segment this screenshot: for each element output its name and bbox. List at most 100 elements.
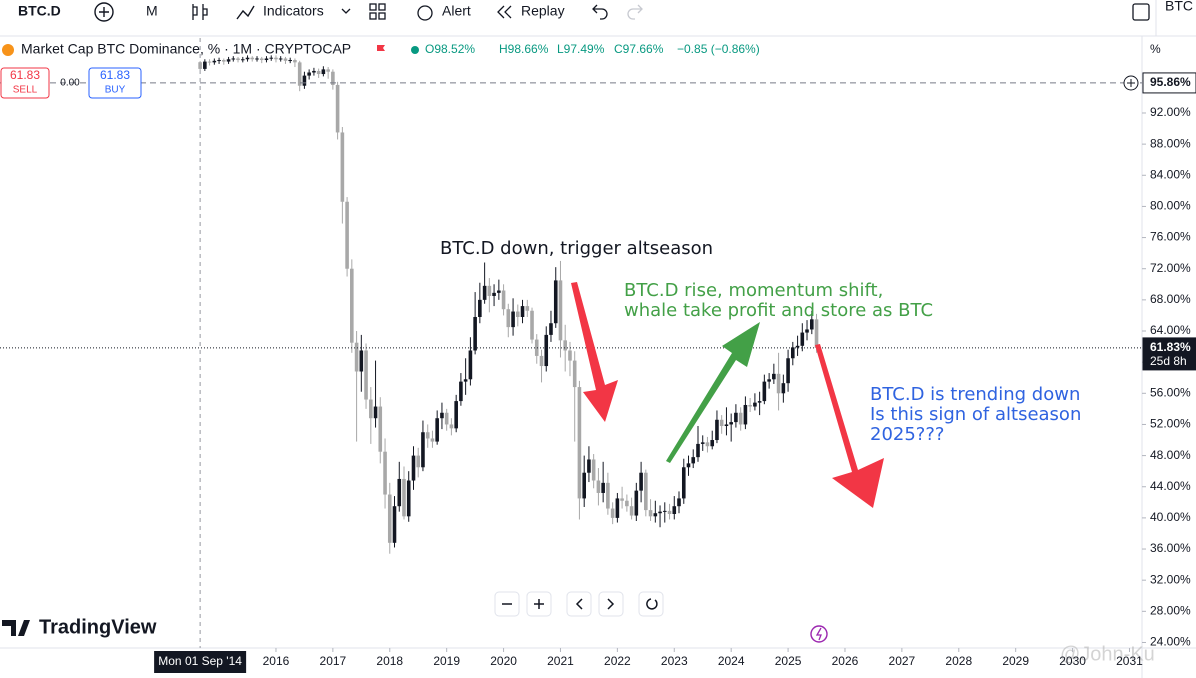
candle-body	[786, 358, 790, 384]
series-title: Market Cap BTC Dominance, % · 1M · CRYPT…	[21, 41, 351, 57]
candle-body	[506, 309, 511, 328]
coin-icon	[2, 44, 14, 56]
replay-button[interactable]: Replay	[521, 3, 565, 19]
candle-body	[416, 455, 421, 468]
layout-icon[interactable]	[369, 3, 386, 20]
x-tick-label: 2016	[263, 654, 290, 668]
replay-icon[interactable]	[497, 5, 512, 19]
alert-icon[interactable]	[417, 5, 433, 21]
candle-body	[321, 69, 326, 75]
candle-body	[335, 84, 340, 133]
candle-body	[245, 57, 250, 60]
candle-body	[316, 70, 321, 75]
candle-body	[383, 451, 387, 495]
candle-body	[231, 58, 236, 60]
symbol[interactable]: BTC.D	[18, 3, 61, 19]
y-tick-label: 56.00%	[1150, 385, 1191, 399]
compare-icon[interactable]	[1132, 3, 1150, 21]
candle-body	[734, 412, 738, 423]
news-icon[interactable]	[810, 625, 828, 643]
alert-button[interactable]: Alert	[442, 3, 471, 19]
reset-button[interactable]	[638, 591, 664, 617]
readout-value: −0.85 (−0.86%)	[677, 42, 760, 56]
interval[interactable]: M	[146, 3, 158, 19]
annotation-text: BTC.D rise, momentum shift,	[624, 280, 883, 301]
candle-body	[553, 280, 558, 324]
symbol-right[interactable]: BTC	[1165, 0, 1193, 14]
candle-body	[207, 61, 212, 63]
readout-value: L97.49%	[557, 42, 605, 56]
candle-body	[221, 60, 226, 62]
candle-body	[454, 401, 458, 429]
candle-body	[572, 360, 577, 388]
candle-body	[203, 61, 207, 69]
candle-body	[478, 299, 482, 317]
candle-body	[302, 75, 307, 86]
dropdown-icon[interactable]	[341, 8, 351, 14]
candle-body	[700, 442, 705, 444]
price-label: 95.86%	[1150, 75, 1191, 89]
y-tick-label: 92.00%	[1150, 105, 1191, 119]
flag-icon	[377, 45, 385, 51]
candle-body	[288, 60, 292, 62]
candle-body	[810, 319, 814, 330]
buy-button[interactable]	[88, 67, 142, 99]
candle-body	[459, 381, 463, 402]
status-dot	[411, 46, 419, 54]
candle-body	[620, 498, 624, 501]
candle-body	[767, 379, 771, 382]
candle-body	[226, 59, 231, 62]
candle-body	[790, 347, 795, 359]
candle-body	[610, 508, 615, 518]
candle-body	[212, 60, 217, 63]
candle-body	[274, 57, 278, 60]
redo-icon[interactable]	[627, 4, 643, 20]
candle-body	[482, 285, 487, 300]
countdown-label: 25d 8h	[1150, 354, 1187, 368]
y-tick-label: 40.00%	[1150, 510, 1191, 524]
indicators-button[interactable]: Indicators	[263, 3, 324, 19]
candle-body	[406, 480, 411, 517]
candle-body	[331, 71, 335, 85]
undo-icon[interactable]	[592, 4, 608, 20]
candle-body	[430, 438, 435, 442]
buy-price: 61.83	[100, 68, 130, 82]
readout-value: C97.66%	[614, 42, 664, 56]
x-tick-label: 2027	[889, 654, 916, 668]
candle-body	[340, 132, 345, 202]
add-symbol-icon[interactable]	[94, 2, 114, 22]
control-glyphs	[502, 598, 658, 610]
scroll-right-button[interactable]	[598, 591, 624, 617]
sell-button[interactable]	[0, 67, 50, 99]
candle-body	[729, 422, 733, 425]
candle-body	[463, 379, 468, 382]
y-tick-label: 32.00%	[1150, 572, 1191, 586]
candle-body	[411, 455, 416, 481]
annotation-text: whale take profit and store as BTC	[624, 300, 933, 321]
news-glyph	[815, 627, 822, 641]
indicators-icon[interactable]	[236, 5, 255, 20]
candle-body	[402, 478, 406, 517]
candle-body	[307, 72, 311, 76]
candle-body	[364, 350, 368, 400]
brand-logo	[2, 620, 30, 636]
down-arrow	[815, 344, 884, 508]
candle-body	[653, 513, 658, 517]
candle-body	[691, 457, 696, 464]
x-tick-label: 2026	[832, 654, 859, 668]
price-label: 61.83%	[1150, 340, 1191, 354]
annotation-text: 2025???	[870, 424, 944, 445]
chart-type-icon[interactable]	[192, 4, 208, 20]
candle-body	[359, 350, 364, 372]
scale-unit[interactable]: %	[1150, 42, 1161, 56]
y-tick-label: 72.00%	[1150, 261, 1191, 275]
candle-body	[715, 419, 719, 441]
scroll-left-button[interactable]	[566, 591, 592, 617]
candle-body	[577, 387, 582, 499]
buy-label: BUY	[105, 85, 126, 96]
crosshair-label-box	[154, 651, 247, 673]
candle-body	[662, 510, 667, 512]
candle-body	[748, 404, 752, 407]
